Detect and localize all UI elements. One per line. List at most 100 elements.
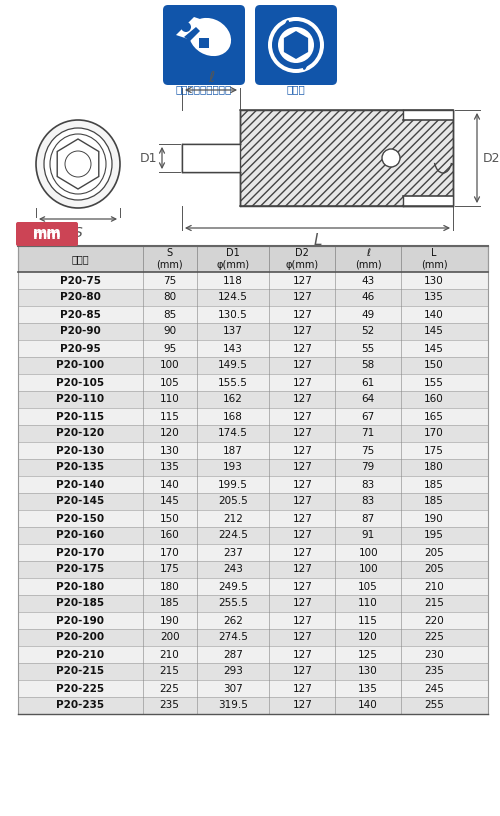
Text: S
(mm): S (mm) [156,248,183,270]
Text: 185: 185 [424,480,444,490]
Text: P20-120: P20-120 [56,428,104,438]
Text: 140: 140 [160,480,180,490]
Bar [182,144,240,172]
Text: 162: 162 [223,394,243,405]
Text: 200: 200 [160,632,180,642]
Text: 245: 245 [424,684,444,694]
Circle shape [272,21,320,69]
Bar [18,340,488,357]
Text: 145: 145 [160,496,180,507]
Bar [18,408,488,425]
Polygon shape [57,139,99,189]
Text: L: L [313,233,322,248]
Text: P20-150: P20-150 [56,513,104,524]
Text: 180: 180 [424,463,444,472]
Text: 127: 127 [292,650,312,659]
Bar [18,612,488,629]
Text: 205.5: 205.5 [218,496,248,507]
Text: 160: 160 [424,394,444,405]
Text: P20-185: P20-185 [56,598,104,609]
Text: 293: 293 [223,667,243,676]
Text: 160: 160 [160,530,180,540]
Text: P20-170: P20-170 [56,548,104,557]
Bar [18,510,488,527]
Circle shape [278,27,314,63]
Text: 130.5: 130.5 [218,309,248,320]
Ellipse shape [50,134,106,194]
Text: P20-160: P20-160 [56,530,104,540]
Text: 79: 79 [362,463,375,472]
Text: 224.5: 224.5 [218,530,248,540]
Text: 127: 127 [292,700,312,711]
Text: 127: 127 [292,530,312,540]
Text: 120: 120 [160,428,180,438]
Text: 127: 127 [292,428,312,438]
Text: 135: 135 [160,463,180,472]
Text: 150: 150 [424,361,444,370]
Text: 185: 185 [160,598,180,609]
Text: 127: 127 [292,667,312,676]
Text: P20-80: P20-80 [60,292,100,303]
Text: 155: 155 [424,378,444,388]
Text: 220: 220 [424,615,444,626]
Text: 46: 46 [362,292,375,303]
Text: 49: 49 [362,309,375,320]
Text: 127: 127 [292,411,312,422]
Bar [18,272,488,289]
Bar [403,110,453,120]
Text: 127: 127 [292,548,312,557]
Text: 125: 125 [358,650,378,659]
Bar [18,493,488,510]
Text: 137: 137 [223,326,243,336]
Text: L
(mm): L (mm) [420,248,448,270]
Text: 155.5: 155.5 [218,378,248,388]
Text: P20-90: P20-90 [60,326,100,336]
Bar [18,425,488,442]
Circle shape [65,151,91,177]
Text: 175: 175 [160,565,180,574]
Text: 105: 105 [160,378,180,388]
Text: 205: 205 [424,565,444,574]
Text: P20-75: P20-75 [60,276,101,286]
Ellipse shape [44,128,112,200]
Text: 127: 127 [292,446,312,455]
Text: P20-200: P20-200 [56,632,104,642]
Text: 90: 90 [163,326,176,336]
Text: 130: 130 [358,667,378,676]
Text: 115: 115 [358,615,378,626]
Text: mm: mm [32,226,62,240]
Text: 55: 55 [362,344,375,353]
Text: P20-175: P20-175 [56,565,104,574]
Text: 127: 127 [292,463,312,472]
Text: 243: 243 [223,565,243,574]
Polygon shape [182,110,453,206]
Text: 165: 165 [424,411,444,422]
Text: 83: 83 [362,480,375,490]
Text: 319.5: 319.5 [218,700,248,711]
Text: P20-135: P20-135 [56,463,104,472]
FancyBboxPatch shape [16,222,78,244]
Text: 127: 127 [292,394,312,405]
Bar [18,595,488,612]
Text: 127: 127 [292,378,312,388]
Text: ℓ: ℓ [208,70,214,85]
Text: P20-110: P20-110 [56,394,104,405]
Circle shape [382,149,400,167]
Text: 287: 287 [223,650,243,659]
Text: 127: 127 [292,598,312,609]
Text: 100: 100 [358,548,378,557]
Text: 80: 80 [163,292,176,303]
Text: 195: 195 [424,530,444,540]
Text: 145: 145 [424,344,444,353]
Text: ℓ
(mm): ℓ (mm) [355,248,382,270]
Bar [18,544,488,561]
Text: 210: 210 [160,650,180,659]
Text: 61: 61 [362,378,375,388]
Text: 175: 175 [424,446,444,455]
Bar [18,578,488,595]
Text: 127: 127 [292,361,312,370]
Text: 127: 127 [292,684,312,694]
Text: 127: 127 [292,309,312,320]
Text: 255.5: 255.5 [218,598,248,609]
Text: P20-85: P20-85 [60,309,100,320]
